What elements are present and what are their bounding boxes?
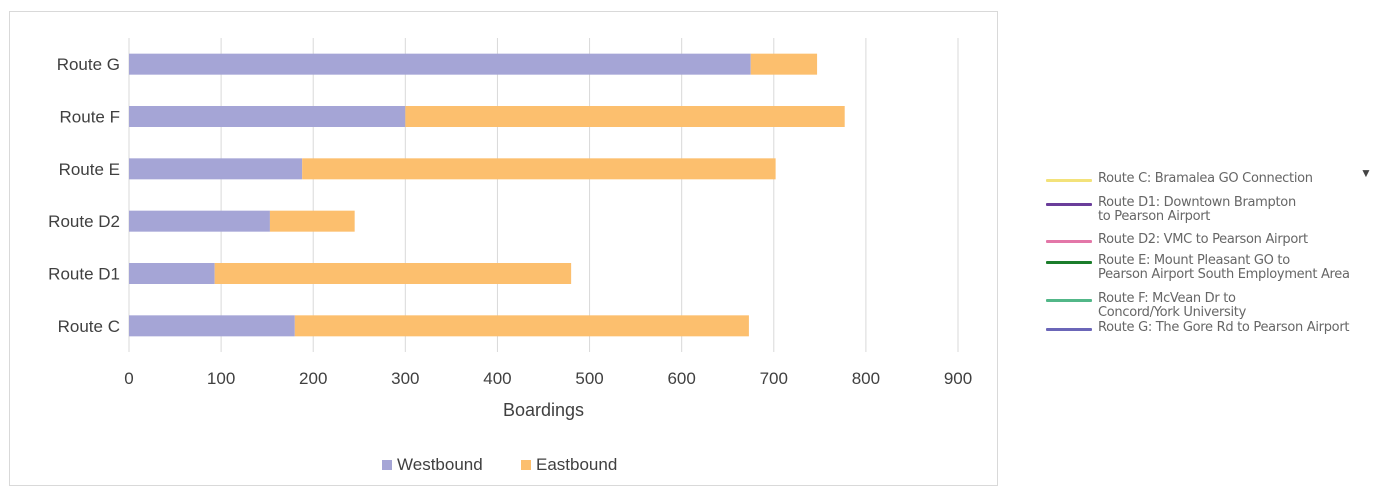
- legend-swatch-eastbound: [521, 460, 531, 470]
- x-axis-label: Boardings: [503, 400, 584, 420]
- route-legend-item: Route D2: VMC to Pearson Airport: [1046, 233, 1308, 247]
- route-legend-swatch: [1046, 299, 1092, 302]
- route-legend-swatch: [1046, 203, 1092, 206]
- bar-eastbound-route-d1: [214, 263, 572, 284]
- triangle-down-icon[interactable]: ▼: [1360, 166, 1372, 180]
- route-legend-swatch: [1046, 261, 1092, 264]
- route-legend-label: Route F: McVean Dr to Concord/York Unive…: [1098, 291, 1246, 320]
- x-tick-label: 0: [124, 369, 133, 388]
- route-legend-swatch: [1046, 240, 1092, 243]
- route-legend-label: Route E: Mount Pleasant GO to Pearson Ai…: [1098, 253, 1350, 282]
- route-legend: Route C: Bramalea GO Connection Route D1:…: [1036, 166, 1379, 344]
- route-legend-swatch: [1046, 179, 1092, 182]
- stacked-bar-chart: 0 100 200 300 400 500 600 700 800 900 Route G Route…: [48, 38, 972, 474]
- x-tick-label: 500: [575, 369, 603, 388]
- y-category-label: Route D1: [48, 265, 120, 284]
- x-tick-label: 800: [852, 369, 880, 388]
- bar-eastbound-route-d2: [269, 210, 355, 232]
- legend-label-eastbound: Eastbound: [536, 455, 617, 474]
- bar-westbound-route-g: [129, 53, 751, 75]
- bar-westbound-route-d2: [129, 210, 270, 232]
- route-legend-item: Route F: McVean Dr to Concord/York Unive…: [1046, 292, 1246, 320]
- y-category-label: Route D2: [48, 212, 120, 231]
- x-tick-label: 900: [944, 369, 972, 388]
- x-tick-label: 700: [760, 369, 788, 388]
- bar-eastbound-route-c: [294, 315, 749, 337]
- bar-eastbound-route-g: [750, 53, 818, 75]
- chart-frame: 0 100 200 300 400 500 600 700 800 900 Route G Route…: [9, 11, 998, 486]
- route-legend-label: Route G: The Gore Rd to Pearson Airport: [1098, 320, 1350, 335]
- y-category-label: Route F: [60, 108, 120, 127]
- route-legend-item: Route D1: Downtown Brampton to Pearson A…: [1046, 196, 1296, 224]
- x-tick-label: 600: [667, 369, 695, 388]
- x-tick-label: 300: [391, 369, 419, 388]
- bar-eastbound-route-e: [302, 158, 776, 180]
- route-legend-item: Route E: Mount Pleasant GO to Pearson Ai…: [1046, 254, 1350, 282]
- bar-westbound-route-e: [129, 158, 303, 180]
- x-tick-label: 200: [299, 369, 327, 388]
- legend-label-westbound: Westbound: [397, 455, 483, 474]
- y-category-label: Route C: [58, 317, 120, 336]
- bar-westbound-route-c: [129, 315, 295, 337]
- bar-westbound-route-f: [129, 106, 406, 127]
- x-tick-label: 400: [483, 369, 511, 388]
- route-legend-swatch: [1046, 328, 1092, 331]
- route-legend-label: Route D2: VMC to Pearson Airport: [1098, 232, 1308, 247]
- x-tick-label: 100: [207, 369, 235, 388]
- route-legend-label: Route C: Bramalea GO Connection: [1098, 171, 1313, 186]
- route-legend-item: Route C: Bramalea GO Connection: [1046, 172, 1313, 186]
- bar-eastbound-route-f: [405, 106, 845, 127]
- route-legend-item: Route G: The Gore Rd to Pearson Airport: [1046, 321, 1349, 335]
- bar-westbound-route-d1: [129, 263, 215, 284]
- y-category-label: Route E: [59, 160, 120, 179]
- route-legend-label: Route D1: Downtown Brampton to Pearson A…: [1098, 195, 1296, 224]
- y-category-label: Route G: [57, 55, 120, 74]
- legend-swatch-westbound: [382, 460, 392, 470]
